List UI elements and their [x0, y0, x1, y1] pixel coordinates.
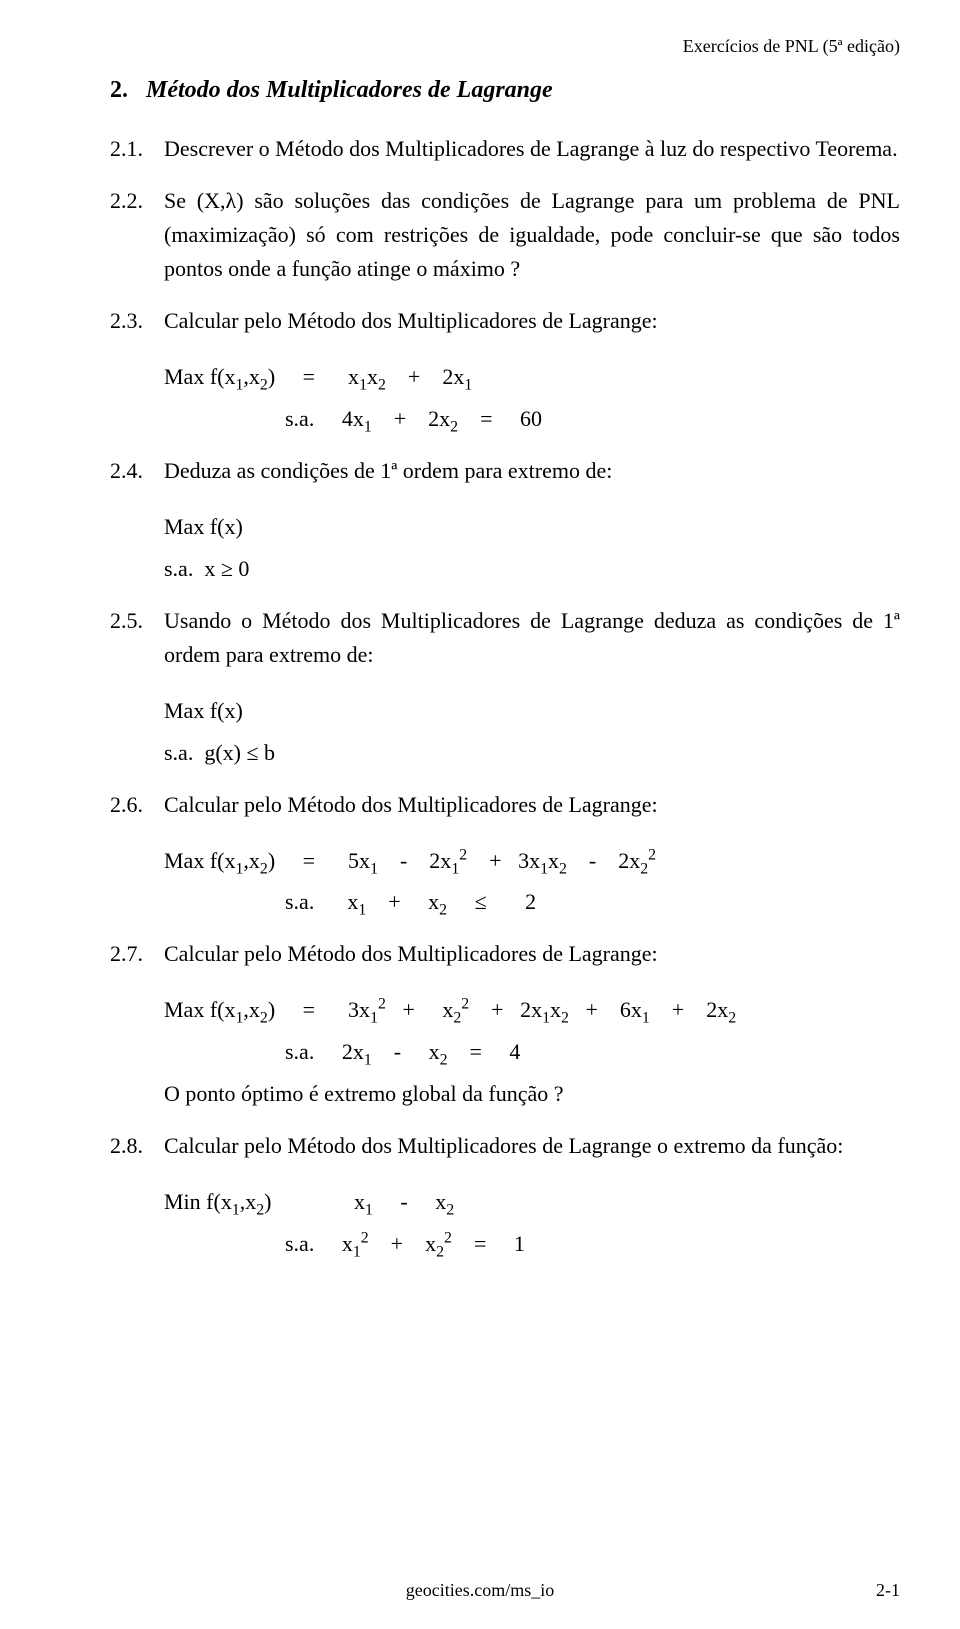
- exercise-item: 2.1. Descrever o Método dos Multiplicado…: [110, 132, 900, 166]
- exercise-item: 2.5. Usando o Método dos Multiplicadores…: [110, 604, 900, 672]
- section-title-text: Método dos Multiplicadores de Lagrange: [146, 77, 553, 104]
- equation-line: s.a. g(x) ≤ b: [164, 732, 900, 774]
- exercise-item: 2.7. Calcular pelo Método dos Multiplica…: [110, 937, 900, 971]
- item-text: Calcular pelo Método dos Multiplicadores…: [164, 788, 900, 822]
- item-number: 2.2.: [110, 184, 164, 286]
- item-text: Deduza as condições de 1ª ordem para ext…: [164, 454, 900, 488]
- footer-center: geocities.com/ms_io: [406, 1580, 554, 1601]
- section-title: 2. Método dos Multiplicadores de Lagrang…: [110, 77, 900, 104]
- item-number: 2.8.: [110, 1129, 164, 1163]
- exercise-item: 2.6. Calcular pelo Método dos Multiplica…: [110, 788, 900, 822]
- equation-line: s.a. 2x1 - x2 = 4: [164, 1031, 900, 1073]
- equation-line: Max f(x1,x2) = 5x1 - 2x12 + 3x1x2 - 2x22: [164, 840, 900, 882]
- item-text: Usando o Método dos Multiplicadores de L…: [164, 604, 900, 672]
- equation-block: Max f(x1,x2) = 5x1 - 2x12 + 3x1x2 - 2x22…: [164, 840, 900, 924]
- exercise-item: 2.8. Calcular pelo Método dos Multiplica…: [110, 1129, 900, 1163]
- exercise-item: 2.3. Calcular pelo Método dos Multiplica…: [110, 304, 900, 338]
- page-footer: geocities.com/ms_io 2-1: [0, 1580, 960, 1601]
- exercise-item: 2.4. Deduza as condições de 1ª ordem par…: [110, 454, 900, 488]
- item-text: Calcular pelo Método dos Multiplicadores…: [164, 937, 900, 971]
- item-number: 2.5.: [110, 604, 164, 672]
- exercise-item: 2.2. Se (X,λ) são soluções das condições…: [110, 184, 900, 286]
- item-text: Se (X,λ) são soluções das condições de L…: [164, 184, 900, 286]
- item-text: Descrever o Método dos Multiplicadores d…: [164, 132, 900, 166]
- equation-line: Min f(x1,x2) x1 - x2: [164, 1181, 900, 1223]
- equation-line: s.a. 4x1 + 2x2 = 60: [164, 398, 900, 440]
- equation-block: Max f(x) s.a. g(x) ≤ b: [164, 690, 900, 774]
- equation-line: Max f(x1,x2) = x1x2 + 2x1: [164, 356, 900, 398]
- section-number: 2.: [110, 77, 146, 104]
- item-number: 2.1.: [110, 132, 164, 166]
- equation-line: s.a. x12 + x22 = 1: [164, 1223, 900, 1265]
- header-right: Exercícios de PNL (5ª edição): [110, 36, 900, 57]
- footer-right: 2-1: [876, 1580, 900, 1601]
- equation-block: Min f(x1,x2) x1 - x2 s.a. x12 + x22 = 1: [164, 1181, 900, 1265]
- equation-line: O ponto óptimo é extremo global da funçã…: [164, 1073, 900, 1115]
- equation-line: s.a. x1 + x2 ≤ 2: [164, 881, 900, 923]
- equation-line: s.a. x ≥ 0: [164, 548, 900, 590]
- equation-block: Max f(x1,x2) = 3x12 + x22 + 2x1x2 + 6x1 …: [164, 989, 900, 1114]
- equation-line: Max f(x): [164, 690, 900, 732]
- item-text: Calcular pelo Método dos Multiplicadores…: [164, 304, 900, 338]
- item-text: Calcular pelo Método dos Multiplicadores…: [164, 1129, 900, 1163]
- document-page: Exercícios de PNL (5ª edição) 2. Método …: [0, 0, 960, 1629]
- item-number: 2.3.: [110, 304, 164, 338]
- equation-block: Max f(x) s.a. x ≥ 0: [164, 506, 900, 590]
- item-number: 2.6.: [110, 788, 164, 822]
- item-number: 2.7.: [110, 937, 164, 971]
- equation-line: Max f(x1,x2) = 3x12 + x22 + 2x1x2 + 6x1 …: [164, 989, 900, 1031]
- item-number: 2.4.: [110, 454, 164, 488]
- equation-block: Max f(x1,x2) = x1x2 + 2x1 s.a. 4x1 + 2x2…: [164, 356, 900, 440]
- equation-line: Max f(x): [164, 506, 900, 548]
